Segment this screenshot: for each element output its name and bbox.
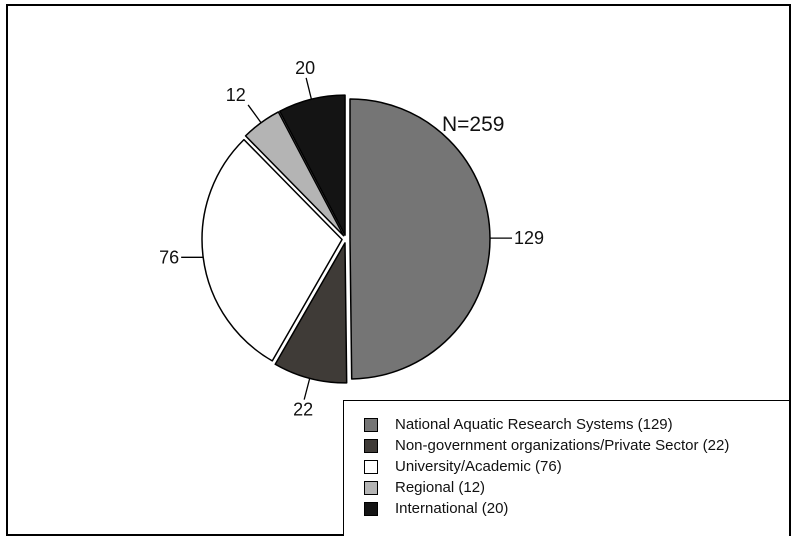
- slice-label-regional: 12: [226, 85, 246, 105]
- sample-size-annotation: N=259: [442, 113, 504, 136]
- legend-label: Regional (12): [395, 479, 485, 496]
- legend-item: International (20): [364, 498, 789, 519]
- legend-item: University/Academic (76): [364, 456, 789, 477]
- slice-label-nars: 129: [514, 228, 544, 248]
- legend-label: National Aquatic Research Systems (129): [395, 416, 673, 433]
- pie-slice-nars: [350, 99, 490, 379]
- legend-label: Non-government organizations/Private Sec…: [395, 437, 729, 454]
- legend-swatch: [364, 502, 378, 516]
- legend-item: National Aquatic Research Systems (129): [364, 414, 789, 435]
- legend-item: Regional (12): [364, 477, 789, 498]
- leader-line: [248, 105, 261, 123]
- legend-swatch: [364, 418, 378, 432]
- slice-label-university: 76: [159, 247, 179, 267]
- legend-swatch: [364, 481, 378, 495]
- legend-item: Non-government organizations/Private Sec…: [364, 435, 789, 456]
- leader-line: [304, 378, 310, 399]
- legend-label: International (20): [395, 500, 508, 517]
- leader-line: [306, 78, 311, 99]
- legend-swatch: [364, 460, 378, 474]
- legend-label: University/Academic (76): [395, 458, 562, 475]
- legend-swatch: [364, 439, 378, 453]
- legend: National Aquatic Research Systems (129) …: [343, 400, 789, 536]
- slice-label-international: 20: [295, 58, 315, 78]
- slice-label-ngo: 22: [293, 400, 313, 420]
